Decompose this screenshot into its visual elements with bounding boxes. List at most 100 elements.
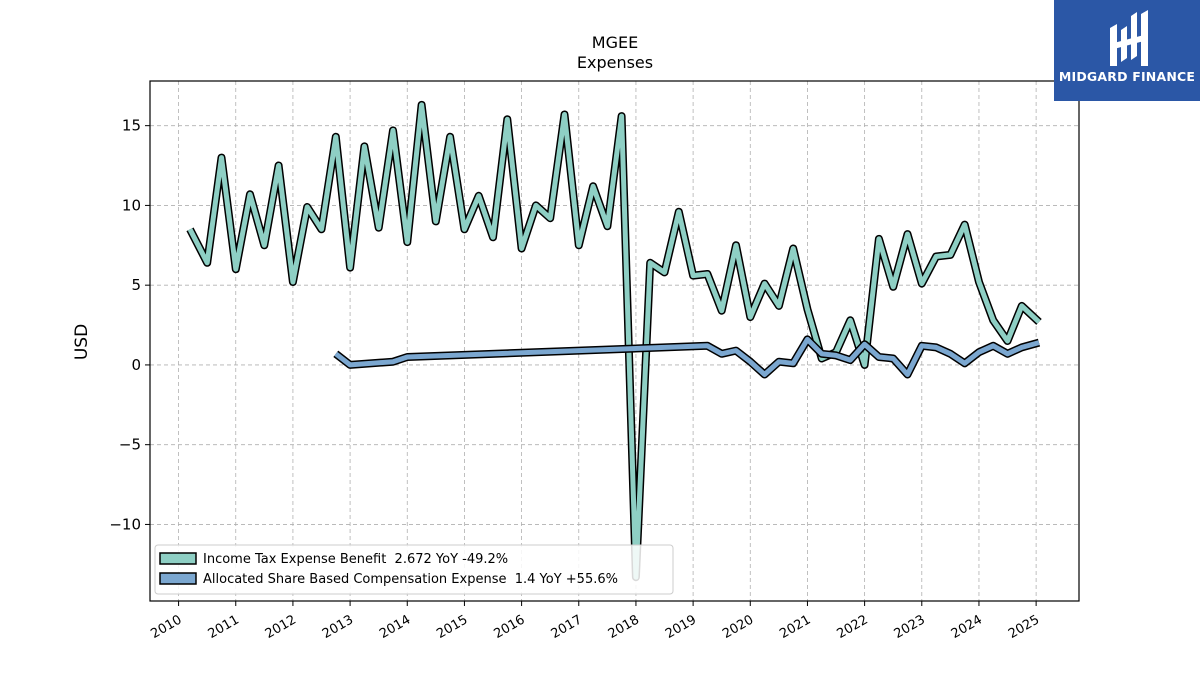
data-point — [791, 361, 796, 366]
data-point — [734, 243, 739, 248]
x-tick-label: 2019 — [663, 612, 699, 642]
data-point — [219, 155, 224, 160]
data-point — [391, 359, 396, 364]
brand-logo: MIDGARD FINANCE — [1054, 0, 1200, 101]
data-point — [876, 355, 881, 360]
data-point — [848, 318, 853, 323]
data-point — [562, 112, 567, 117]
data-point — [962, 361, 967, 366]
data-point — [748, 359, 753, 364]
x-tick-label: 2024 — [949, 612, 985, 642]
x-tick-label: 2025 — [1006, 612, 1042, 642]
data-point — [876, 236, 881, 241]
x-tick-label: 2018 — [606, 612, 642, 642]
data-point — [819, 351, 824, 356]
data-point — [188, 227, 193, 232]
data-point — [362, 144, 367, 149]
x-tick-label: 2010 — [148, 612, 184, 642]
data-point — [776, 359, 781, 364]
data-point — [1019, 345, 1024, 350]
x-tick-label: 2021 — [777, 612, 813, 642]
data-point — [948, 351, 953, 356]
data-point — [705, 272, 710, 277]
data-point — [991, 343, 996, 348]
x-tick-label: 2013 — [320, 612, 356, 642]
data-point — [776, 303, 781, 308]
data-point — [333, 134, 338, 139]
data-point — [719, 308, 724, 313]
chart-subtitle: Expenses — [577, 53, 653, 72]
data-point — [248, 192, 253, 197]
data-point — [1037, 319, 1042, 324]
data-point — [405, 240, 410, 245]
data-point — [676, 209, 681, 214]
data-point — [948, 252, 953, 257]
data-point — [1005, 351, 1010, 356]
legend-label-share-comp: Allocated Share Based Compensation Expen… — [203, 572, 618, 587]
data-point — [962, 222, 967, 227]
data-point — [762, 281, 767, 286]
data-point — [305, 205, 310, 210]
x-tick-label: 2016 — [491, 612, 527, 642]
data-point — [605, 224, 610, 229]
x-tick-label: 2014 — [377, 612, 413, 642]
data-point — [662, 270, 667, 275]
data-point — [405, 355, 410, 360]
data-point — [348, 362, 353, 367]
data-point — [319, 227, 324, 232]
data-point — [977, 350, 982, 355]
y-tick-label: 10 — [122, 196, 141, 214]
data-point — [977, 280, 982, 285]
x-tick-label: 2011 — [206, 612, 242, 642]
y-tick-label: 15 — [122, 117, 141, 135]
data-point — [734, 348, 739, 353]
data-point — [748, 315, 753, 320]
data-point — [1037, 340, 1042, 345]
data-point — [805, 307, 810, 312]
series-line-1 — [334, 336, 1040, 377]
data-point — [448, 134, 453, 139]
y-tick-label: 0 — [131, 356, 141, 374]
logo-mark-icon — [1110, 10, 1148, 66]
data-point — [333, 351, 338, 356]
legend-swatch-income-tax — [159, 552, 197, 565]
data-point — [705, 343, 710, 348]
brand-name: MIDGARD FINANCE — [1058, 69, 1196, 84]
y-axis-label: USD — [72, 324, 92, 360]
legend-box — [154, 544, 674, 595]
data-point — [548, 216, 553, 221]
data-point — [1005, 339, 1010, 344]
data-point — [591, 184, 596, 189]
data-point — [1019, 303, 1024, 308]
series-line-0 — [187, 102, 1041, 580]
data-point — [205, 260, 210, 265]
data-point — [805, 337, 810, 342]
data-point — [348, 265, 353, 270]
data-point — [862, 342, 867, 347]
data-point — [290, 280, 295, 285]
data-point — [576, 243, 581, 248]
data-point — [391, 128, 396, 133]
data-point — [991, 318, 996, 323]
data-point — [891, 284, 896, 289]
data-point — [934, 345, 939, 350]
data-point — [462, 227, 467, 232]
data-point — [476, 193, 481, 198]
x-tick-label: 2023 — [892, 612, 928, 642]
x-tick-label: 2012 — [263, 612, 299, 642]
data-point — [619, 114, 624, 119]
data-point — [834, 353, 839, 358]
y-tick-label: −10 — [109, 515, 141, 533]
data-point — [519, 246, 524, 251]
data-point — [433, 219, 438, 224]
data-point — [648, 260, 653, 265]
series-lines — [186, 100, 1042, 582]
data-point — [419, 102, 424, 107]
data-point — [376, 225, 381, 230]
data-point — [791, 246, 796, 251]
x-tick-label: 2020 — [720, 612, 756, 642]
data-point — [848, 358, 853, 363]
x-tick-label: 2015 — [434, 612, 470, 642]
data-point — [276, 163, 281, 168]
